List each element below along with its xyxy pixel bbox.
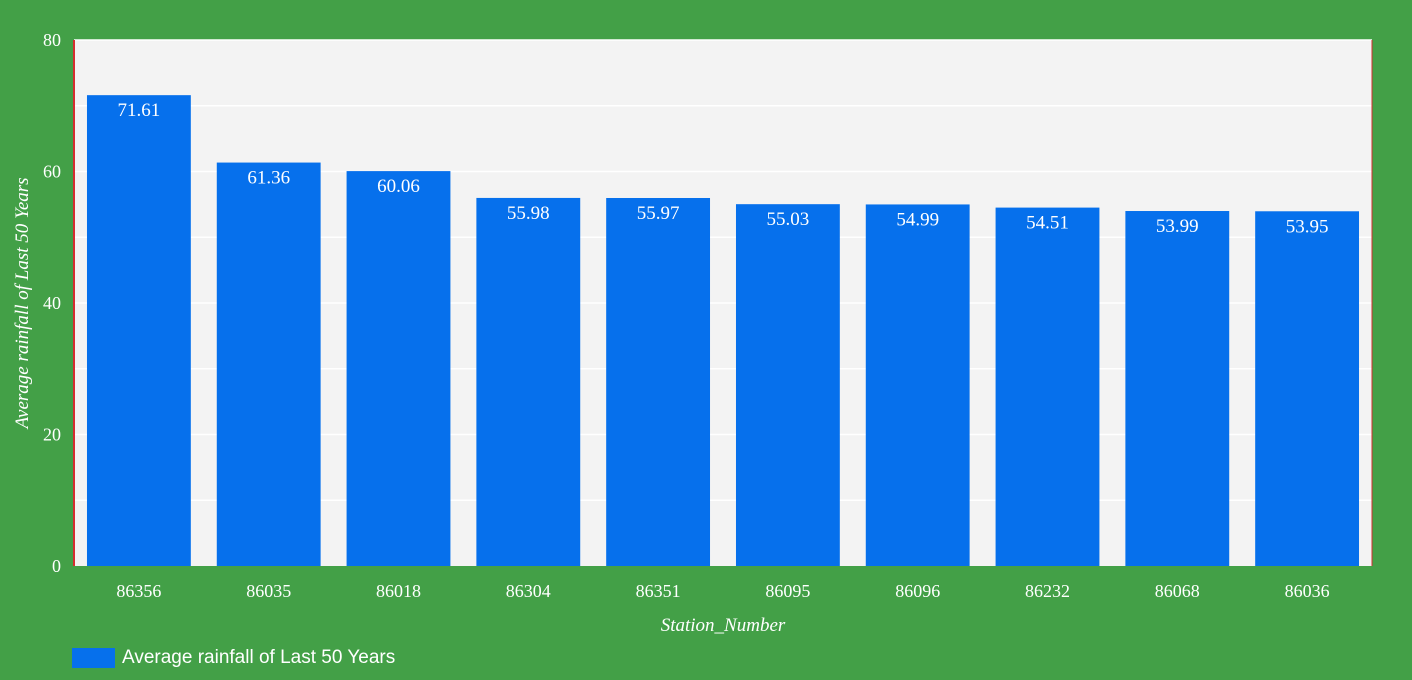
x-tick-label: 86232	[1025, 581, 1070, 601]
bar	[606, 197, 711, 566]
x-tick-label: 86356	[116, 581, 161, 601]
y-axis-title: Average rainfall of Last 50 Years	[12, 177, 33, 430]
bar-value-label: 55.97	[637, 203, 680, 224]
y-tick-label: 80	[43, 30, 61, 50]
x-tick-label: 86036	[1285, 581, 1330, 601]
bar-value-label: 55.03	[767, 209, 810, 230]
y-tick-label: 60	[43, 162, 61, 182]
x-tick-labels: 86356 86035 86018 86304 86351 86095 86096 86232…	[116, 581, 1329, 601]
bar-value-label: 53.95	[1286, 216, 1329, 237]
bars	[86, 95, 1360, 567]
y-tick-label: 0	[52, 556, 61, 576]
y-tick-label: 40	[43, 293, 61, 313]
bar	[995, 207, 1100, 567]
bar-value-label: 54.51	[1026, 213, 1069, 234]
x-tick-label: 86068	[1155, 581, 1200, 601]
bar-value-label: 54.99	[896, 209, 939, 230]
bar	[476, 197, 581, 566]
bar	[86, 95, 191, 567]
y-tick-labels: 0 20 40 60 80	[43, 30, 61, 576]
bar-value-label: 61.36	[247, 168, 290, 189]
bar-value-labels: 71.61 61.36 60.06 55.98 55.97 55.03 54.99 54.51…	[118, 100, 1329, 237]
x-tick-label: 86035	[246, 581, 291, 601]
bar-value-label: 71.61	[118, 100, 161, 121]
x-tick-label: 86095	[765, 581, 810, 601]
bar-value-label: 55.98	[507, 203, 550, 224]
bar	[346, 171, 451, 566]
bar	[1125, 211, 1230, 566]
x-tick-label: 86304	[506, 581, 551, 601]
bar	[735, 204, 840, 567]
legend: Average rainfall of Last 50 Years	[72, 646, 395, 670]
legend-label: Average rainfall of Last 50 Years	[122, 647, 396, 668]
bar-value-label: 53.99	[1156, 216, 1199, 237]
x-tick-label: 86018	[376, 581, 421, 601]
bar	[216, 162, 321, 567]
legend-swatch	[72, 648, 115, 668]
bar-value-label: 60.06	[377, 176, 420, 197]
y-tick-label: 20	[43, 425, 61, 445]
x-axis-title: Station_Number	[661, 615, 786, 636]
x-tick-label: 86351	[636, 581, 681, 601]
bar	[865, 204, 970, 567]
x-tick-label: 86096	[895, 581, 940, 601]
bar	[1255, 211, 1360, 566]
